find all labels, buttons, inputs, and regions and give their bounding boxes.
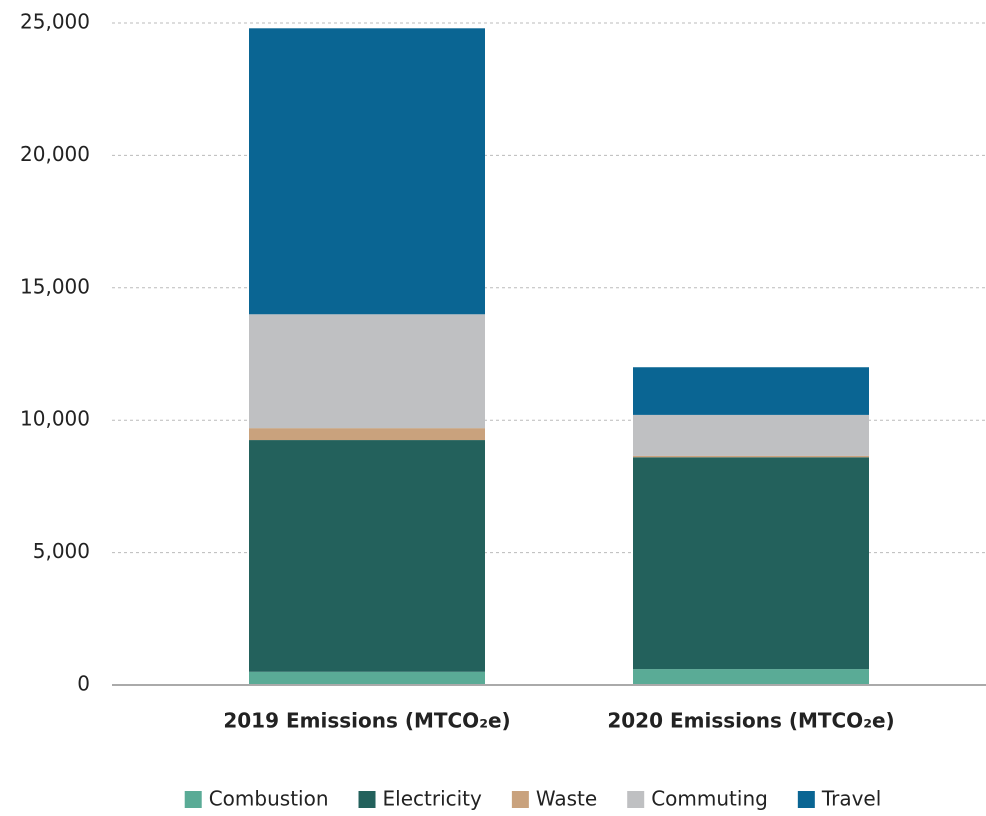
bar-segment [249,671,485,685]
legend-label: Combustion [209,787,329,811]
bar-segment [633,414,869,456]
legend-label: Electricity [383,787,483,811]
bar-segment [249,314,485,429]
bar-segment [633,367,869,415]
legend-label: Commuting [651,787,768,811]
legend-label: Travel [821,787,881,811]
bar-segment [249,440,485,672]
y-tick-label: 25,000 [20,10,90,34]
legend-swatch [511,791,529,808]
y-tick-label: 5,000 [33,539,90,563]
bar-segment [249,428,485,441]
y-tick-label: 10,000 [20,407,90,431]
y-tick-label: 15,000 [20,274,90,298]
bar-segment [633,455,869,458]
x-tick-label: 2019 Emissions (MTCO₂e) [223,709,510,733]
legend-label: Waste [536,787,597,811]
y-tick-label: 0 [77,672,90,696]
x-tick-label: 2020 Emissions (MTCO₂e) [607,709,894,733]
bar-segment [249,28,485,315]
bar-segment [633,457,869,670]
legend-swatch [358,791,376,808]
y-tick-label: 20,000 [20,142,90,166]
legend-swatch [627,791,645,808]
legend-swatch [184,791,202,808]
legend-swatch [797,791,815,808]
bar-segment [633,669,869,685]
